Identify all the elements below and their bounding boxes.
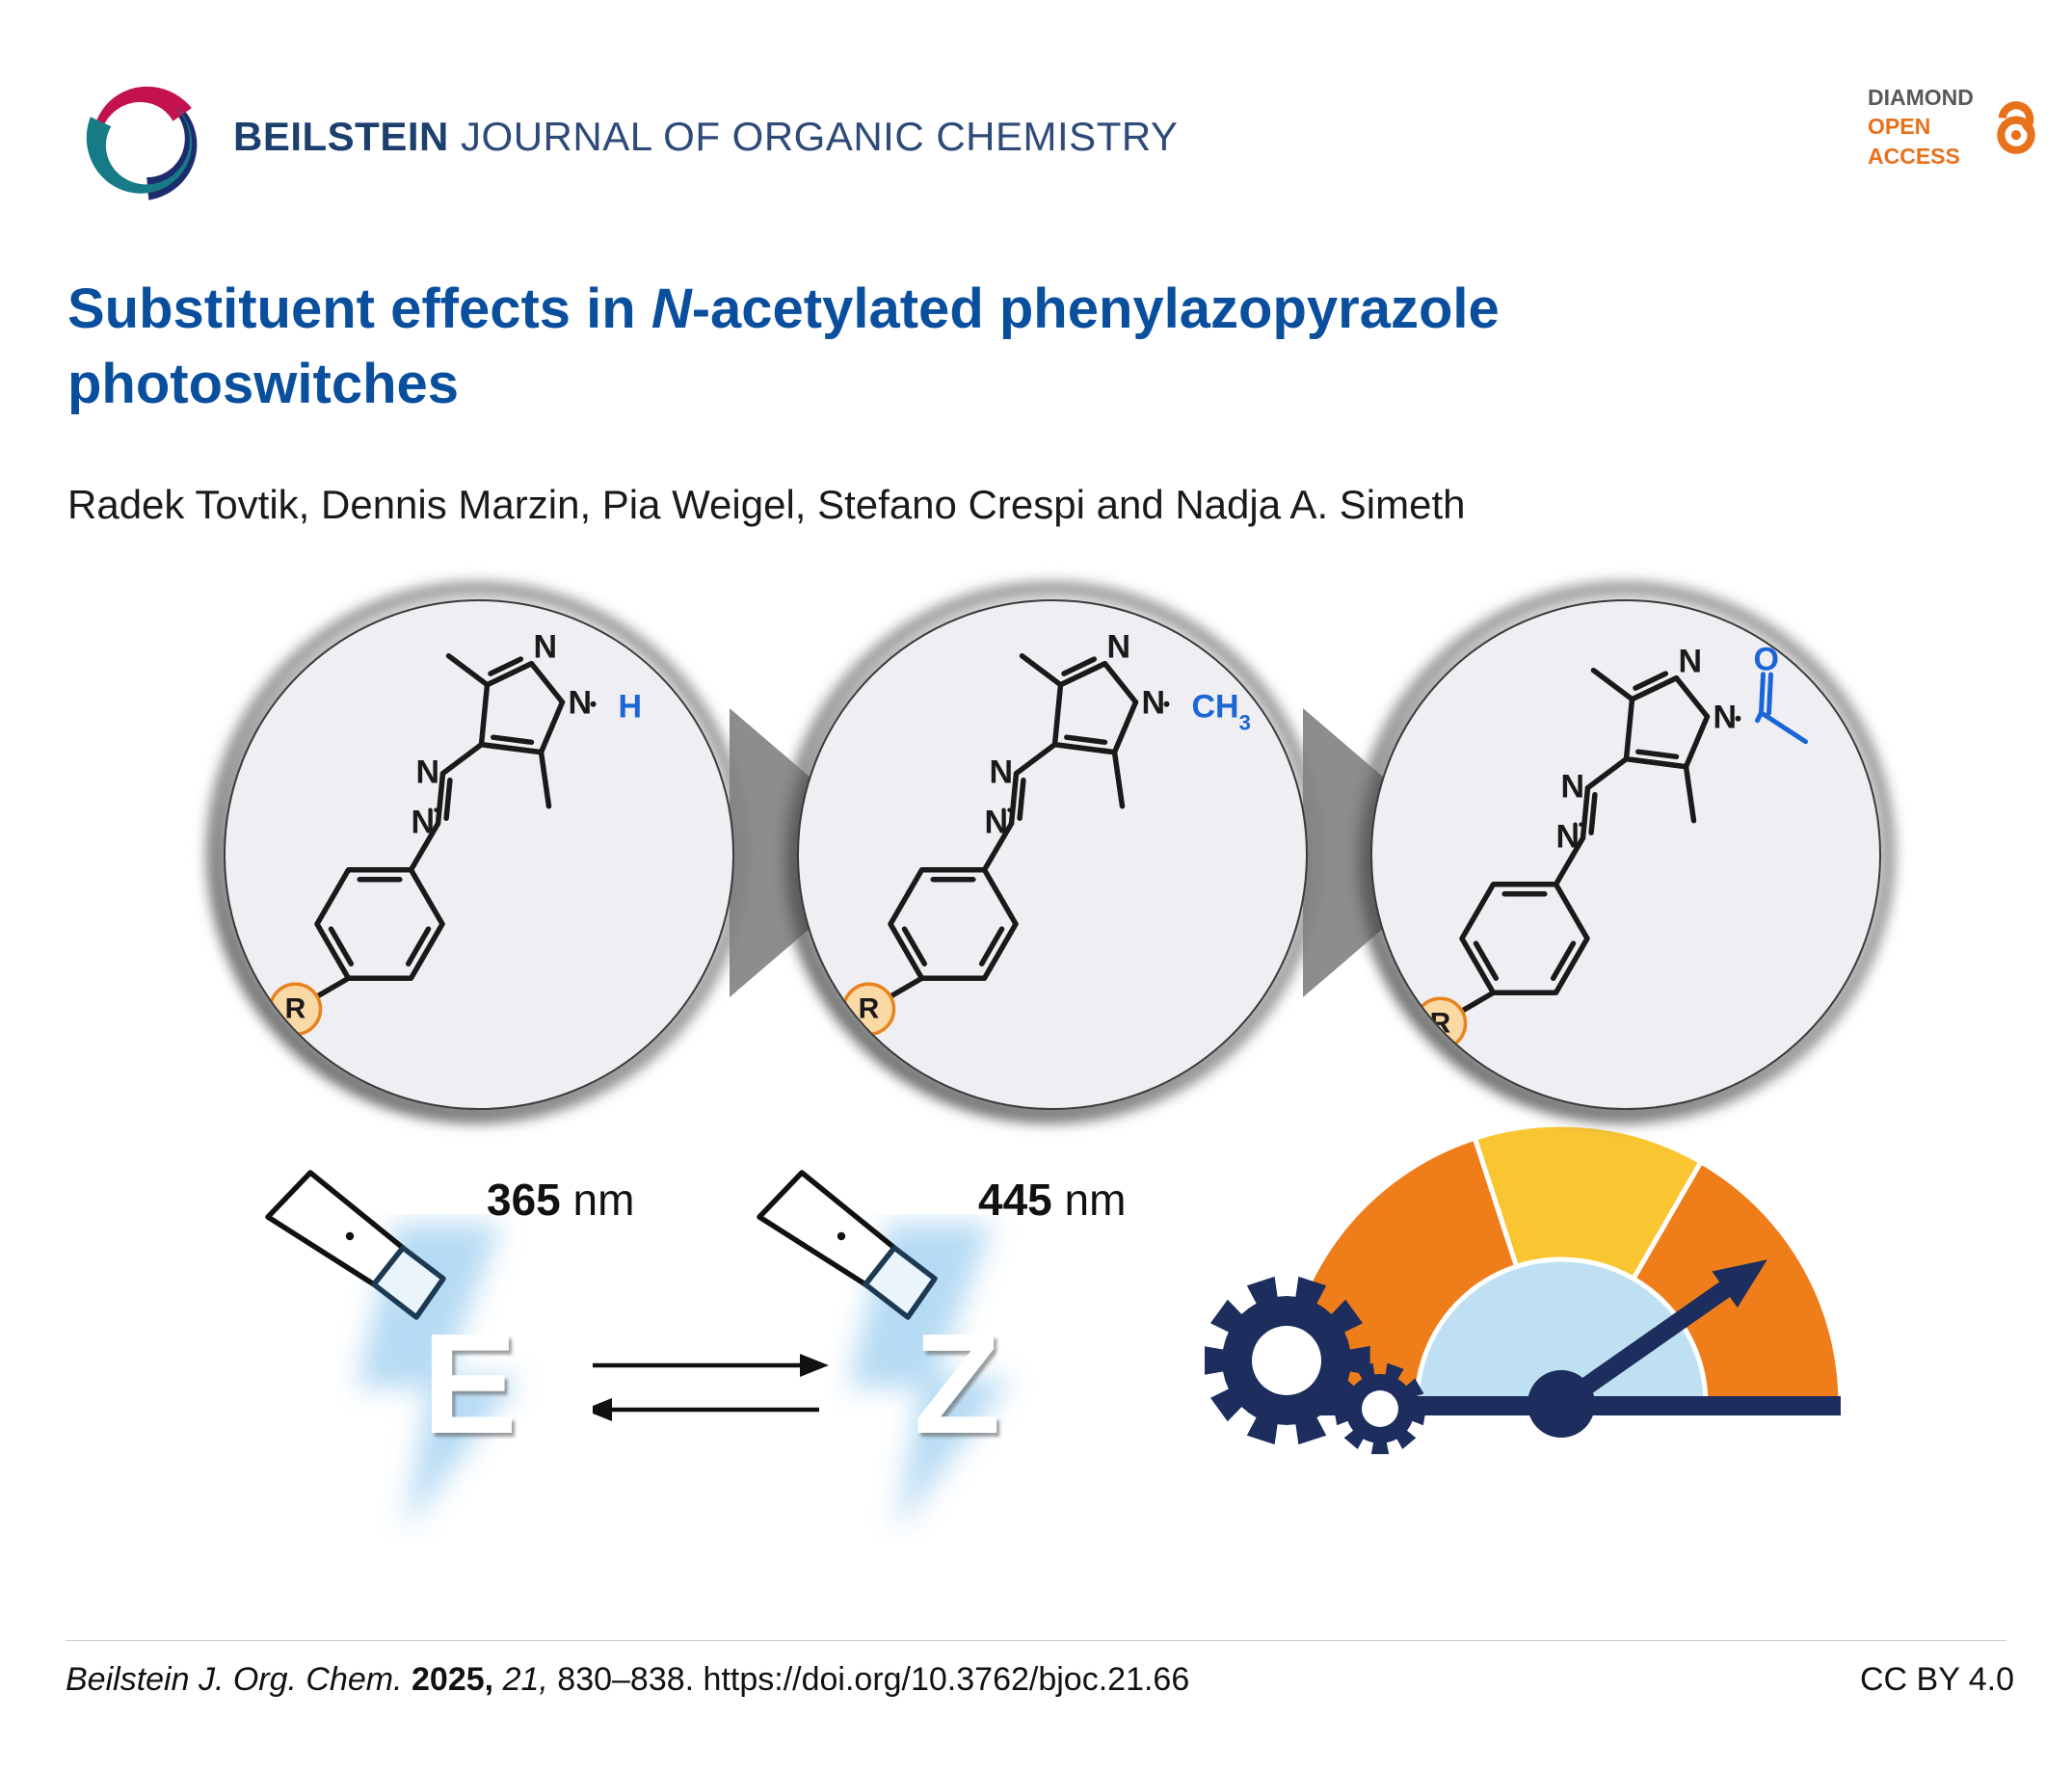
svg-text:N: N (1679, 644, 1703, 680)
svg-text:N: N (416, 754, 440, 791)
svg-text:N: N (534, 629, 558, 666)
svg-text:H: H (619, 689, 643, 726)
svg-text:N: N (1142, 685, 1166, 722)
svg-text:N: N (1107, 629, 1131, 666)
svg-text:R: R (285, 992, 306, 1024)
svg-text:R: R (859, 992, 880, 1024)
svg-text:CH3: CH3 (1192, 689, 1251, 735)
svg-text:N: N (1561, 769, 1585, 806)
svg-text:N: N (990, 754, 1014, 791)
svg-text:N: N (569, 685, 593, 722)
svg-text:N: N (1713, 700, 1738, 736)
svg-text:O: O (1754, 642, 1779, 678)
